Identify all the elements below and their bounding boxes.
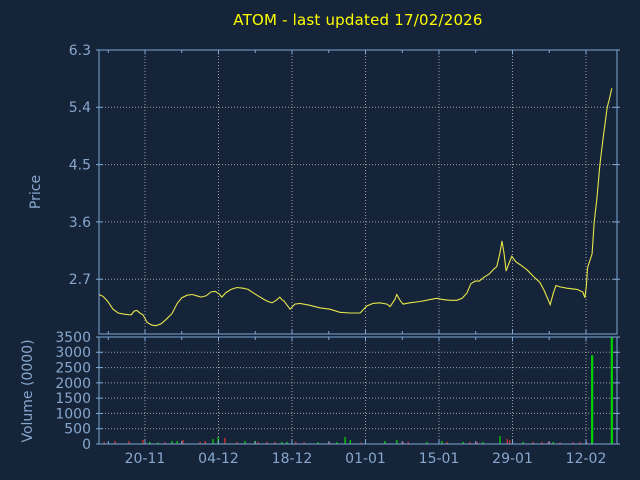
y-tick-label: 2500 <box>55 360 91 376</box>
y-tick-label: 3000 <box>55 345 91 361</box>
x-tick-label: 18-12 <box>272 451 313 467</box>
y-tick-label: 6.3 <box>69 43 91 59</box>
y-tick-label: 2.7 <box>69 272 91 288</box>
x-tick-label: 20-11 <box>125 451 166 467</box>
y-tick-label: 5.4 <box>69 100 91 116</box>
x-tick-label: 04-12 <box>198 451 239 467</box>
volume-axis-label: Volume (0000) <box>20 339 36 443</box>
x-tick-label: 29-01 <box>492 451 533 467</box>
x-tick-label: 01-01 <box>345 451 386 467</box>
x-tick-label: 15-01 <box>419 451 460 467</box>
y-tick-label: 500 <box>64 422 91 438</box>
y-tick-label: 0 <box>82 437 91 453</box>
pane-frame <box>98 336 618 445</box>
y-tick-label: 3500 <box>55 330 91 346</box>
pane-frame <box>98 49 618 335</box>
y-tick-label: 4.5 <box>69 158 91 174</box>
y-tick-label: 1500 <box>55 391 91 407</box>
price-axis-label: Price <box>28 174 44 210</box>
y-tick-label: 2000 <box>55 376 91 392</box>
chart-title: ATOM - last updated 17/02/2026 <box>233 11 483 29</box>
x-tick-label: 12-02 <box>566 451 607 467</box>
y-tick-label: 3.6 <box>69 215 91 231</box>
price-line <box>98 88 613 327</box>
y-tick-label: 1000 <box>55 406 91 422</box>
